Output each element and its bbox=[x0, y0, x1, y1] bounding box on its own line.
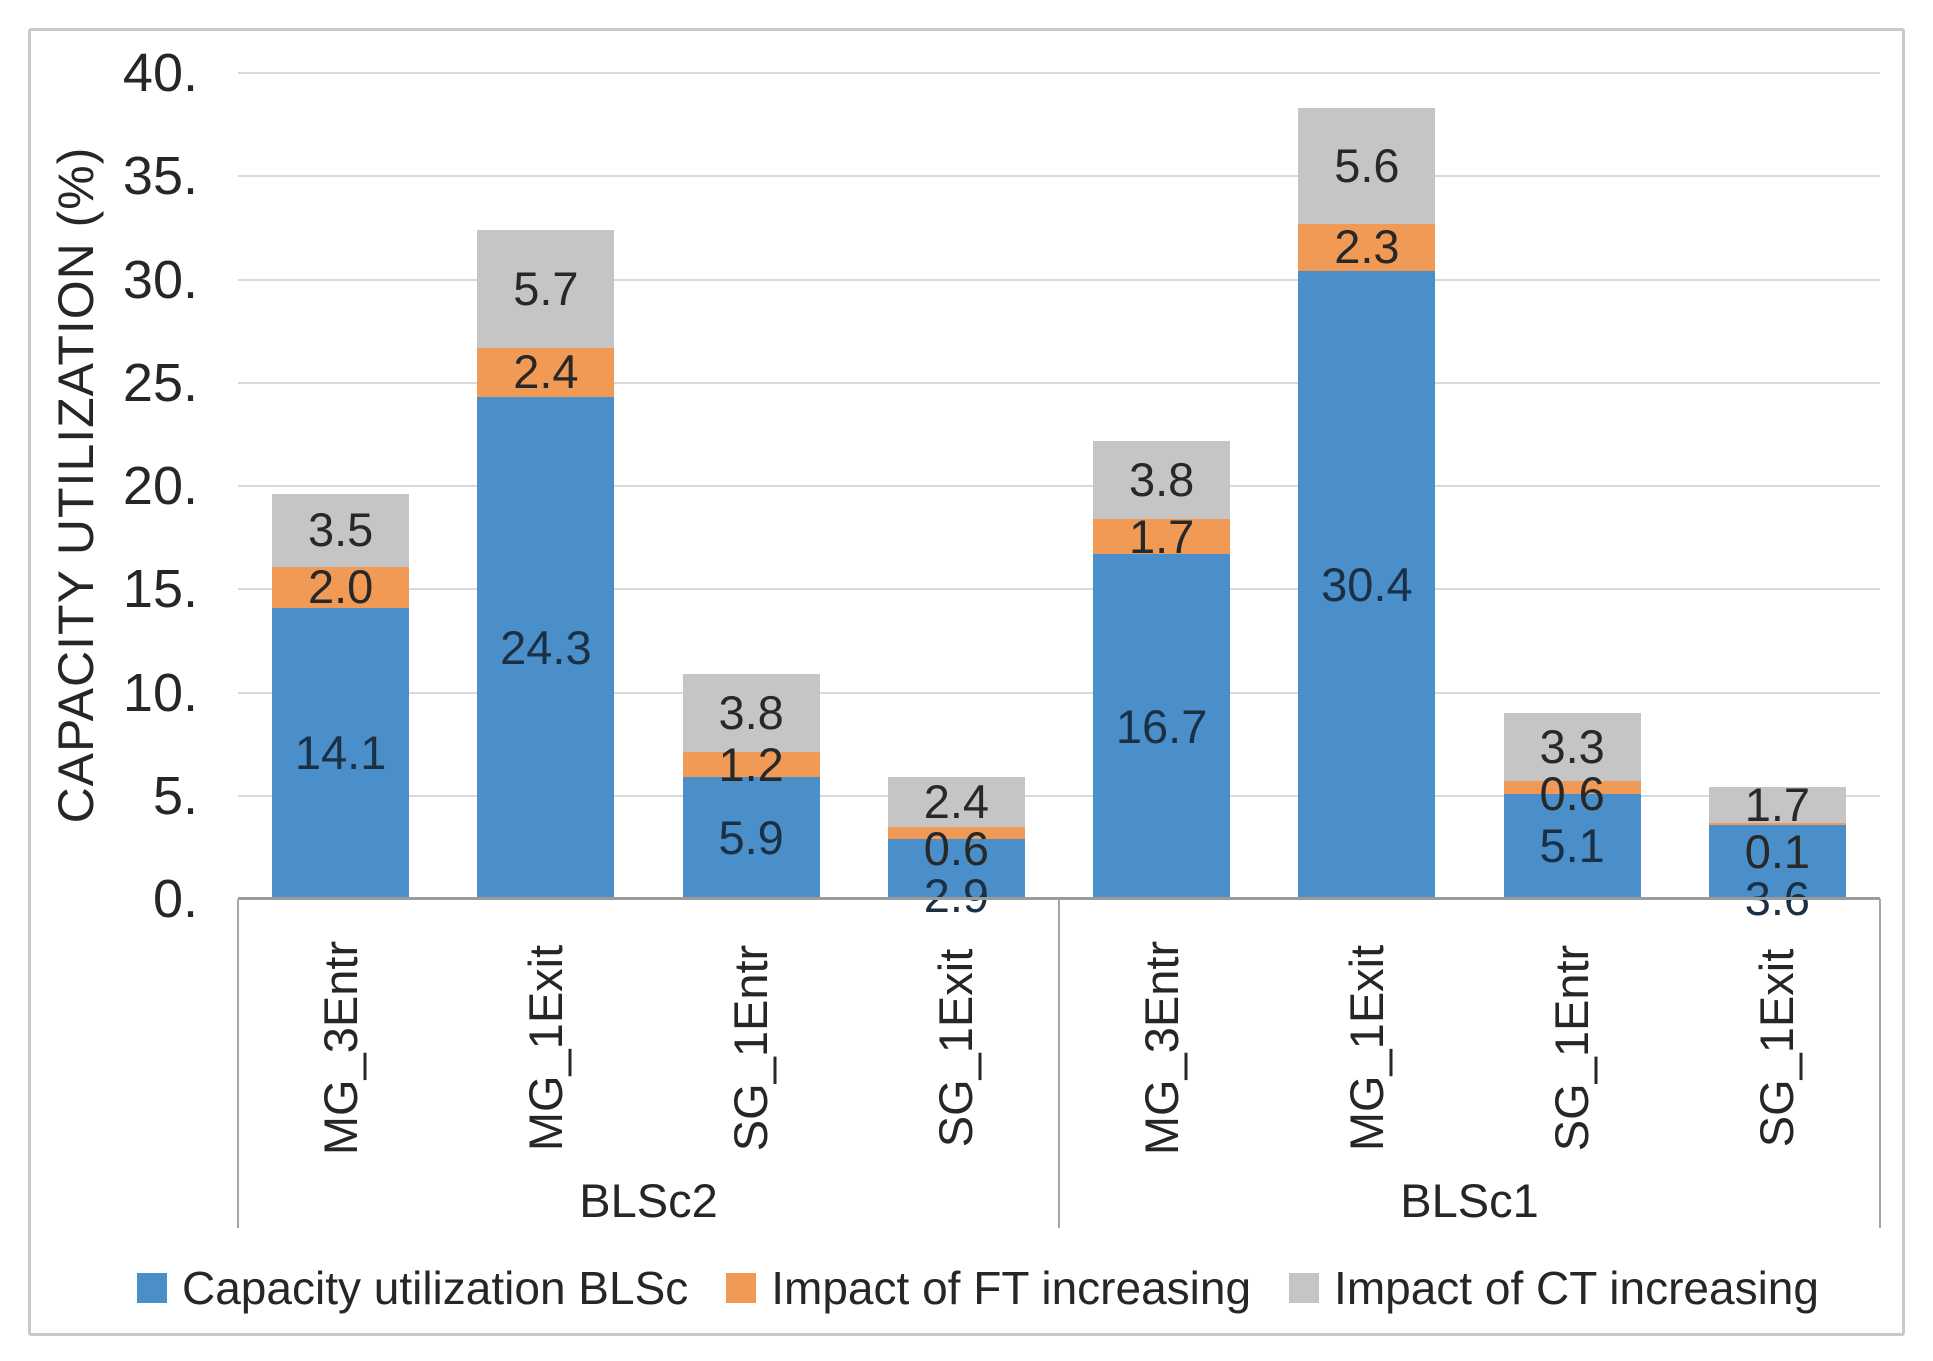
legend-swatch-icon bbox=[1289, 1273, 1320, 1303]
bar-data-label: 5.1 bbox=[1539, 819, 1605, 873]
category-label: SG_1Entr bbox=[1545, 944, 1599, 1152]
gridline bbox=[238, 588, 1880, 591]
bar-data-label: 30.4 bbox=[1321, 558, 1413, 612]
y-tick-label: 35. bbox=[122, 146, 198, 207]
legend-swatch-icon bbox=[137, 1273, 167, 1303]
y-tick-label: 5. bbox=[152, 765, 198, 826]
bar-segment-blue bbox=[887, 839, 1025, 899]
bar-data-label: 1.2 bbox=[718, 737, 784, 791]
legend-label: Capacity utilization BLSc bbox=[182, 1262, 689, 1314]
bar-segment-blue bbox=[1708, 824, 1846, 899]
bar-data-label: 2.4 bbox=[923, 774, 990, 828]
category-label: MG_1Exit bbox=[1339, 944, 1393, 1152]
group-label: BLSc2 bbox=[579, 1174, 718, 1227]
bar-data-label: 16.7 bbox=[1115, 699, 1208, 753]
bar-data-label: 5.7 bbox=[513, 261, 579, 315]
bar-data-label: 2.9 bbox=[923, 868, 990, 922]
bar-segment-orange bbox=[1708, 822, 1846, 825]
bar-data-label: 2.3 bbox=[1334, 220, 1400, 274]
bar-data-label: 1.7 bbox=[1744, 778, 1811, 832]
bar-data-label: 0.6 bbox=[923, 821, 990, 875]
legend-label: Impact of FT increasing bbox=[771, 1262, 1252, 1314]
bar-segment-gray bbox=[1503, 713, 1641, 782]
bar-segment-orange bbox=[1298, 223, 1436, 272]
legend-item: Impact of FT increasing bbox=[726, 1261, 1251, 1315]
y-tick-label: 0. bbox=[152, 869, 198, 929]
bar-segment-orange bbox=[477, 347, 615, 398]
category-label: SG_1Exit bbox=[1750, 948, 1804, 1148]
bar-segment-blue bbox=[1093, 554, 1231, 899]
gridline bbox=[238, 175, 1880, 178]
y-tick-label: 10. bbox=[122, 662, 198, 723]
y-tick-label: 15. bbox=[122, 559, 198, 620]
bar-data-label: 2.4 bbox=[513, 345, 579, 399]
legend: Capacity utilization BLSc Impact of FT in… bbox=[137, 1260, 1819, 1316]
bar-segment-orange bbox=[272, 566, 410, 608]
legend-item: Capacity utilization BLSc bbox=[137, 1261, 688, 1315]
gridline bbox=[238, 381, 1880, 384]
category-box-separator bbox=[1058, 899, 1060, 1228]
bar-data-label: 0.1 bbox=[1744, 825, 1811, 879]
bar-segment-orange bbox=[887, 826, 1025, 840]
bar-data-label: 1.7 bbox=[1128, 509, 1195, 563]
gridline bbox=[238, 794, 1880, 797]
bar-segment-blue bbox=[477, 397, 615, 899]
bar-segment-orange bbox=[1503, 781, 1641, 794]
y-tick-label: 25. bbox=[122, 352, 198, 413]
category-label: MG_3Entr bbox=[313, 940, 367, 1156]
bar-data-label: 3.3 bbox=[1539, 720, 1605, 774]
bar-segment-blue bbox=[1298, 271, 1436, 899]
legend-label: Impact of CT increasing bbox=[1334, 1262, 1819, 1314]
bar-segment-orange bbox=[1093, 519, 1231, 555]
group-label: BLSc1 bbox=[1400, 1174, 1539, 1227]
bar-data-label: 3.5 bbox=[307, 503, 374, 557]
bar-data-label: 5.6 bbox=[1334, 138, 1400, 192]
bar-data-label: 24.3 bbox=[500, 621, 592, 675]
legend-swatch-icon bbox=[726, 1273, 757, 1303]
gridline bbox=[238, 691, 1880, 694]
gridline bbox=[238, 485, 1880, 487]
bar-data-label: 2.0 bbox=[307, 560, 374, 614]
bar-data-label: 0.6 bbox=[1539, 767, 1605, 821]
bar-segment-gray bbox=[1298, 108, 1436, 224]
bar-segment-gray bbox=[477, 229, 615, 348]
bar-segment-gray bbox=[272, 494, 410, 567]
category-label: MG_3Entr bbox=[1134, 940, 1188, 1156]
bar-data-label: 3.8 bbox=[718, 686, 784, 740]
bar-segment-gray bbox=[1093, 440, 1231, 520]
bar-segment-orange bbox=[682, 752, 820, 778]
bar-segment-gray bbox=[887, 777, 1025, 827]
bar-segment-blue bbox=[682, 777, 820, 899]
bar-data-label: 14.1 bbox=[294, 726, 387, 780]
category-label: SG_1Exit bbox=[929, 948, 983, 1148]
gridline bbox=[238, 72, 1880, 74]
category-label: MG_1Exit bbox=[518, 944, 572, 1152]
bar-segment-gray bbox=[1708, 787, 1846, 823]
bar-data-label: 3.8 bbox=[1128, 452, 1195, 506]
bar-segment-gray bbox=[682, 673, 820, 753]
y-tick-label: 20. bbox=[122, 456, 198, 516]
gridline bbox=[238, 278, 1880, 281]
bar-segment-blue bbox=[272, 607, 410, 899]
category-box-separator bbox=[237, 899, 239, 1228]
bar-segment-blue bbox=[1503, 793, 1641, 899]
bar-data-label: 5.9 bbox=[718, 811, 784, 865]
category-label: SG_1Entr bbox=[724, 944, 778, 1152]
legend-item: Impact of CT increasing bbox=[1289, 1261, 1819, 1315]
x-axis-line bbox=[238, 897, 1880, 900]
category-box-separator bbox=[1879, 899, 1881, 1228]
y-tick-label: 40. bbox=[122, 43, 198, 103]
y-tick-label: 30. bbox=[122, 249, 198, 310]
